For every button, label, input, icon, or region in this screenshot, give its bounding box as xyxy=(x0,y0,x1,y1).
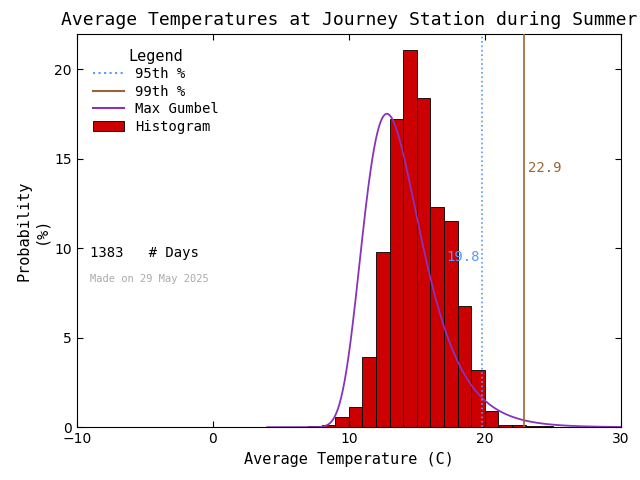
Text: Made on 29 May 2025: Made on 29 May 2025 xyxy=(90,274,209,284)
Bar xyxy=(471,370,485,427)
Y-axis label: Probability
(%): Probability (%) xyxy=(17,180,49,281)
Text: 22.9: 22.9 xyxy=(527,161,561,175)
Bar xyxy=(308,426,322,427)
Bar xyxy=(485,411,499,427)
X-axis label: Average Temperature (C): Average Temperature (C) xyxy=(244,452,454,467)
Bar xyxy=(417,98,431,427)
Bar xyxy=(335,417,349,427)
Bar xyxy=(349,407,362,427)
Title: Average Temperatures at Journey Station during Summer: Average Temperatures at Journey Station … xyxy=(61,11,637,29)
Bar xyxy=(431,207,444,427)
Bar xyxy=(390,120,403,427)
Bar xyxy=(458,306,471,427)
Bar xyxy=(362,358,376,427)
Text: 1383   # Days: 1383 # Days xyxy=(90,246,199,260)
Bar xyxy=(525,426,540,427)
Bar xyxy=(403,50,417,427)
Legend: 95th %, 99th %, Max Gumbel, Histogram: 95th %, 99th %, Max Gumbel, Histogram xyxy=(89,45,223,138)
Bar xyxy=(444,221,458,427)
Bar xyxy=(322,425,335,427)
Bar xyxy=(499,424,512,427)
Text: 19.8: 19.8 xyxy=(447,250,480,264)
Bar xyxy=(512,425,525,427)
Bar xyxy=(376,252,390,427)
